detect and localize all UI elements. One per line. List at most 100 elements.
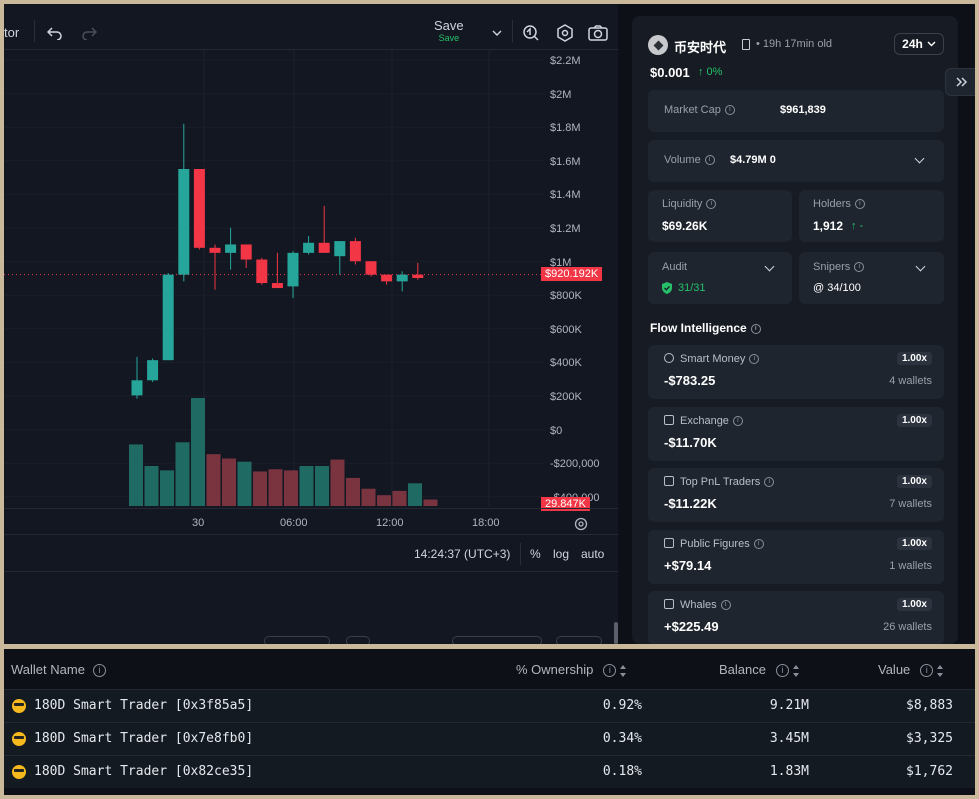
- log-scale-button[interactable]: log: [553, 547, 570, 561]
- copy-icon[interactable]: [742, 39, 750, 50]
- flow-value: -$11.22K: [664, 496, 717, 511]
- flow-card[interactable]: Top PnL Traders i 1.00x -$11.22K 7 wallets: [648, 468, 944, 522]
- chevron-down-icon[interactable]: [486, 22, 508, 44]
- smart-trader-icon: [12, 732, 26, 746]
- market-cap-label: Market Cap i: [664, 104, 735, 116]
- info-icon[interactable]: i: [775, 664, 789, 678]
- settings-icon[interactable]: [554, 22, 576, 44]
- wallet-count: 7 wallets: [889, 498, 932, 510]
- quick-search-icon[interactable]: [520, 22, 542, 44]
- collapse-panel-button[interactable]: [945, 68, 975, 96]
- price-change: ↑ 0%: [698, 66, 723, 78]
- header-value[interactable]: Value i: [878, 662, 944, 678]
- volume-bar: [253, 471, 267, 506]
- info-icon[interactable]: i: [706, 199, 717, 210]
- info-icon[interactable]: i: [750, 323, 761, 334]
- camera-icon[interactable]: [587, 22, 609, 44]
- wallet-name-cell[interactable]: 180D Smart Trader [0x7e8fb0]: [34, 731, 254, 746]
- utc-clock[interactable]: 14:24:37 (UTC+3): [414, 547, 511, 561]
- timeframe-select[interactable]: 24h: [894, 33, 944, 55]
- snipers-label: Snipers i: [813, 261, 865, 273]
- volume-bar: [175, 442, 190, 506]
- header-wallet-name[interactable]: Wallet Name i: [11, 662, 106, 678]
- candle-body: [412, 274, 424, 278]
- auto-scale-button[interactable]: auto: [581, 547, 605, 561]
- save-label: Save: [434, 18, 464, 33]
- ghost-control: [264, 636, 330, 644]
- multiplier-badge: 1.00x: [896, 413, 932, 427]
- save-status: Save: [438, 33, 460, 43]
- time-axis[interactable]: 30 06:00 12:00 18:00: [4, 508, 618, 534]
- redo-icon[interactable]: [78, 22, 100, 44]
- undo-icon[interactable]: [44, 22, 66, 44]
- price-axis[interactable]: $2.2M $2M $1.8M $1.6M $1.4M $1.2M $1M $800K $600…: [544, 50, 618, 510]
- volume-bar: [144, 466, 159, 506]
- flow-card[interactable]: Smart Money i 1.00x -$783.25 4 wallets: [648, 345, 944, 399]
- candle-body: [381, 274, 393, 282]
- info-icon[interactable]: i: [603, 664, 617, 678]
- toolbar-divider: [512, 20, 513, 42]
- flow-card[interactable]: Exchange i 1.00x -$11.70K: [648, 406, 944, 461]
- table-row[interactable]: 180D Smart Trader [0x82ce35] 0.18% 1.83M $1…: [4, 755, 975, 788]
- y-tick-label: $2M: [550, 88, 572, 101]
- flow-card[interactable]: Whales i 1.00x +$225.49 26 wallets: [648, 591, 944, 644]
- indicators-button[interactable]: tor: [4, 25, 20, 40]
- sort-icon[interactable]: [936, 664, 944, 677]
- volume-bar: [222, 458, 236, 506]
- volume-bar: [191, 398, 205, 506]
- value-cell: $3,325: [906, 731, 953, 746]
- info-icon[interactable]: i: [704, 155, 715, 166]
- chevron-down-icon[interactable]: [764, 261, 775, 272]
- volume-bar: [408, 483, 422, 506]
- header-ownership[interactable]: % Ownership i: [516, 662, 627, 678]
- info-icon[interactable]: i: [753, 538, 764, 549]
- candle-body: [193, 169, 205, 248]
- table-row[interactable]: 180D Smart Trader [0x7e8fb0] 0.34% 3.45M $3…: [4, 722, 975, 755]
- wallet-name-cell[interactable]: 180D Smart Trader [0x3f85a5]: [34, 698, 254, 713]
- bank-icon: [664, 414, 674, 425]
- candlestick-chart[interactable]: [4, 50, 544, 506]
- info-icon[interactable]: i: [764, 477, 775, 488]
- flow-value: +$79.14: [664, 557, 712, 573]
- chevron-down-icon: [927, 41, 936, 47]
- chevron-down-icon[interactable]: [914, 153, 925, 164]
- token-logo: [648, 35, 668, 55]
- percent-scale-button[interactable]: %: [530, 547, 541, 561]
- info-icon[interactable]: i: [720, 600, 731, 611]
- flow-card[interactable]: Public Figures i 1.00x +$79.14 1 wallets: [648, 529, 944, 584]
- audit-card[interactable]: Audit 31/31: [648, 252, 792, 304]
- axis-settings-icon[interactable]: [570, 513, 592, 535]
- x-tick-label: 18:00: [472, 517, 500, 529]
- multiplier-badge: 1.00x: [896, 475, 932, 488]
- candle-body: [303, 242, 315, 253]
- y-tick-label: $1M: [550, 256, 572, 269]
- volume-label: Volume i: [664, 154, 715, 166]
- y-tick-label: $1.6M: [550, 155, 581, 168]
- flow-label: Whales i: [664, 599, 731, 611]
- x-tick-label: 30: [192, 517, 205, 529]
- chevron-down-icon[interactable]: [915, 261, 926, 272]
- info-icon[interactable]: i: [749, 354, 760, 365]
- save-button[interactable]: Save Save: [434, 18, 464, 44]
- sort-icon[interactable]: [792, 664, 800, 677]
- table-row[interactable]: 180D Smart Trader [0x3f85a5] 0.92% 9.21M $8…: [4, 689, 975, 722]
- info-icon[interactable]: i: [854, 262, 865, 273]
- candle-body: [318, 242, 330, 253]
- volume-card[interactable]: Volume i $4.79M 0: [648, 140, 944, 182]
- volume-bar: [160, 470, 174, 506]
- ghost-control: [452, 636, 542, 644]
- candle-body: [131, 380, 143, 396]
- sort-icon[interactable]: [619, 664, 627, 677]
- info-icon[interactable]: i: [732, 415, 743, 426]
- wallet-name-cell[interactable]: 180D Smart Trader [0x82ce35]: [34, 764, 254, 779]
- snipers-card[interactable]: Snipers i @ 34/100: [799, 252, 944, 304]
- info-icon[interactable]: i: [92, 664, 106, 678]
- info-icon[interactable]: i: [854, 199, 865, 210]
- y-tick-label: $2.2M: [550, 55, 581, 67]
- chart-scrollbar[interactable]: [614, 622, 618, 644]
- info-icon[interactable]: i: [724, 105, 735, 116]
- volume-bar: [129, 444, 143, 506]
- info-icon[interactable]: i: [920, 664, 934, 678]
- header-balance[interactable]: Balance i: [719, 662, 800, 678]
- flow-label: Public Figures i: [664, 537, 764, 550]
